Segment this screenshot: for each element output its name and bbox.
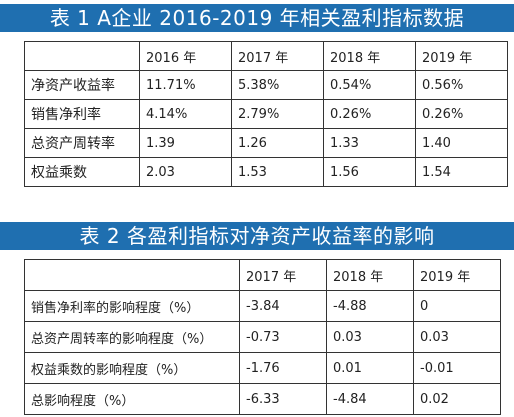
table-cell: 0.54% bbox=[323, 70, 416, 100]
row-label: 总资产周转率的影响程度（%） bbox=[24, 321, 240, 353]
table-cell: 0 bbox=[413, 290, 501, 322]
table-row: 总资产周转率的影响程度（%） -0.73 0.03 0.03 bbox=[24, 321, 501, 353]
table-cell: -4.84 bbox=[326, 383, 414, 415]
table-cell: -1.76 bbox=[239, 352, 327, 384]
row-label: 总资产周转率 bbox=[24, 128, 140, 158]
table2-title: 表 2 各盈利指标对净资产收益率的影响 bbox=[0, 222, 514, 250]
table-cell: 2.03 bbox=[139, 157, 232, 187]
table-cell: 1.56 bbox=[323, 157, 416, 187]
table-cell: 1.53 bbox=[231, 157, 324, 187]
table-cell: -0.73 bbox=[239, 321, 327, 353]
table-cell: 0.03 bbox=[413, 321, 501, 353]
table-cell: -6.33 bbox=[239, 383, 327, 415]
table-cell: -0.01 bbox=[413, 352, 501, 384]
table-cell: 5.38% bbox=[231, 70, 324, 100]
table-cell: 0.03 bbox=[326, 321, 414, 353]
row-label: 销售净利率的影响程度（%） bbox=[24, 290, 240, 322]
table1-title: 表 1 A企业 2016-2019 年相关盈利指标数据 bbox=[0, 4, 514, 32]
row-label: 净资产收益率 bbox=[24, 70, 140, 100]
table-cell: 0.01 bbox=[326, 352, 414, 384]
table-cell: 1.26 bbox=[231, 128, 324, 158]
header-cell: 2019 年 bbox=[413, 259, 501, 291]
table-cell: 0.26% bbox=[415, 99, 508, 129]
table-row: 总影响程度（%） -6.33 -4.84 0.02 bbox=[24, 383, 501, 415]
header-cell bbox=[24, 41, 140, 71]
header-cell: 2017 年 bbox=[239, 259, 327, 291]
table-header-row: 2016 年 2017 年 2018 年 2019 年 bbox=[24, 41, 508, 71]
table-cell: 1.39 bbox=[139, 128, 232, 158]
header-cell bbox=[24, 259, 240, 291]
header-cell: 2016 年 bbox=[139, 41, 232, 71]
profitability-indicators-table: 2016 年 2017 年 2018 年 2019 年 净资产收益率 11.71… bbox=[24, 41, 508, 187]
table-row: 总资产周转率 1.39 1.26 1.33 1.40 bbox=[24, 128, 508, 158]
table-cell: 0.56% bbox=[415, 70, 508, 100]
table-cell: 0.02 bbox=[413, 383, 501, 415]
row-label: 权益乘数 bbox=[24, 157, 140, 187]
roe-impact-table: 2017 年 2018 年 2019 年 销售净利率的影响程度（%） -3.84… bbox=[24, 259, 501, 415]
table-row: 权益乘数 2.03 1.53 1.56 1.54 bbox=[24, 157, 508, 187]
header-cell: 2017 年 bbox=[231, 41, 324, 71]
table-row: 销售净利率 4.14% 2.79% 0.26% 0.26% bbox=[24, 99, 508, 129]
row-label: 权益乘数的影响程度（%） bbox=[24, 352, 240, 384]
table-cell: -4.88 bbox=[326, 290, 414, 322]
table-cell: 1.33 bbox=[323, 128, 416, 158]
header-cell: 2018 年 bbox=[326, 259, 414, 291]
table-row: 权益乘数的影响程度（%） -1.76 0.01 -0.01 bbox=[24, 352, 501, 384]
table-row: 净资产收益率 11.71% 5.38% 0.54% 0.56% bbox=[24, 70, 508, 100]
table-cell: 2.79% bbox=[231, 99, 324, 129]
table-cell: -3.84 bbox=[239, 290, 327, 322]
table-cell: 4.14% bbox=[139, 99, 232, 129]
table-cell: 0.26% bbox=[323, 99, 416, 129]
table-header-row: 2017 年 2018 年 2019 年 bbox=[24, 259, 501, 291]
row-label: 销售净利率 bbox=[24, 99, 140, 129]
table-row: 销售净利率的影响程度（%） -3.84 -4.88 0 bbox=[24, 290, 501, 322]
header-cell: 2018 年 bbox=[323, 41, 416, 71]
table-cell: 11.71% bbox=[139, 70, 232, 100]
row-label: 总影响程度（%） bbox=[24, 383, 240, 415]
header-cell: 2019 年 bbox=[415, 41, 508, 71]
table-cell: 1.54 bbox=[415, 157, 508, 187]
table-cell: 1.40 bbox=[415, 128, 508, 158]
